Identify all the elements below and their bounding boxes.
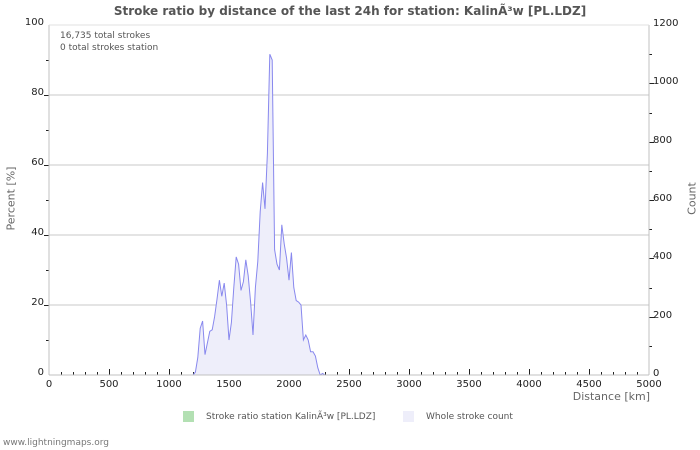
- x-tick-label: 3000: [396, 379, 422, 390]
- x-tick-label: 4000: [516, 379, 542, 390]
- y-left-tick-label: 60: [31, 157, 44, 168]
- y-left-tick-label: 100: [24, 17, 44, 28]
- chart-title: Stroke ratio by distance of the last 24h…: [113, 4, 587, 18]
- x-axis-label: Distance [km]: [572, 390, 650, 403]
- y-right-tick-label: 1200: [653, 18, 679, 29]
- legend-swatch-lavender: [403, 411, 414, 422]
- y-left-tick-label: 0: [37, 367, 44, 378]
- legend-item-whole-count: Whole stroke count: [403, 411, 513, 422]
- total-strokes: 16,735 total strokes: [60, 31, 151, 41]
- stroke-count-line: [49, 54, 649, 376]
- y-right-tick-label: 200: [653, 309, 673, 321]
- x-tick-label: 2000: [276, 379, 302, 390]
- y-right-tick-label: 1000: [653, 76, 679, 88]
- legend-label: Stroke ratio station KalinÃ³w [PL.LDZ]: [206, 411, 376, 422]
- x-tick-label: 500: [99, 379, 119, 390]
- legend-label: Whole stroke count: [426, 411, 513, 422]
- y-left-tick-label: 40: [31, 227, 44, 238]
- stroke-count-area: [49, 54, 649, 375]
- y-axis-right-label: Count: [685, 182, 699, 215]
- legend-item-station-ratio: Stroke ratio station KalinÃ³w [PL.LDZ]: [183, 411, 375, 422]
- y-left-tick-label: 80: [31, 87, 44, 98]
- tick-marks: [44, 54, 654, 375]
- x-tick-label: 0: [45, 379, 53, 390]
- stroke-info: 16,735 total strokes 0 total strokes sta…: [60, 30, 158, 54]
- y-left-tick-label: 20: [31, 297, 44, 308]
- x-tick-label: 3500: [456, 379, 482, 390]
- x-tick-label: 2500: [336, 379, 362, 390]
- gridlines: [49, 94, 649, 306]
- station-strokes: 0 total strokes station: [60, 43, 159, 53]
- y-right-tick-label: 600: [653, 193, 673, 204]
- legend-swatch-green: [183, 411, 194, 422]
- footer-link[interactable]: www.lightningmaps.org: [3, 438, 109, 448]
- y-right-tick-label: 400: [653, 251, 673, 263]
- x-tick-label: 4500: [576, 379, 602, 390]
- y-axis-left-label: Percent [%]: [4, 166, 18, 231]
- x-tick-label: 1500: [216, 379, 242, 390]
- y-right-tick-label: 800: [653, 134, 673, 146]
- x-tick-label: 5000: [636, 379, 662, 390]
- y-right-tick-label: 0: [653, 368, 660, 379]
- x-tick-label: 1000: [156, 379, 182, 390]
